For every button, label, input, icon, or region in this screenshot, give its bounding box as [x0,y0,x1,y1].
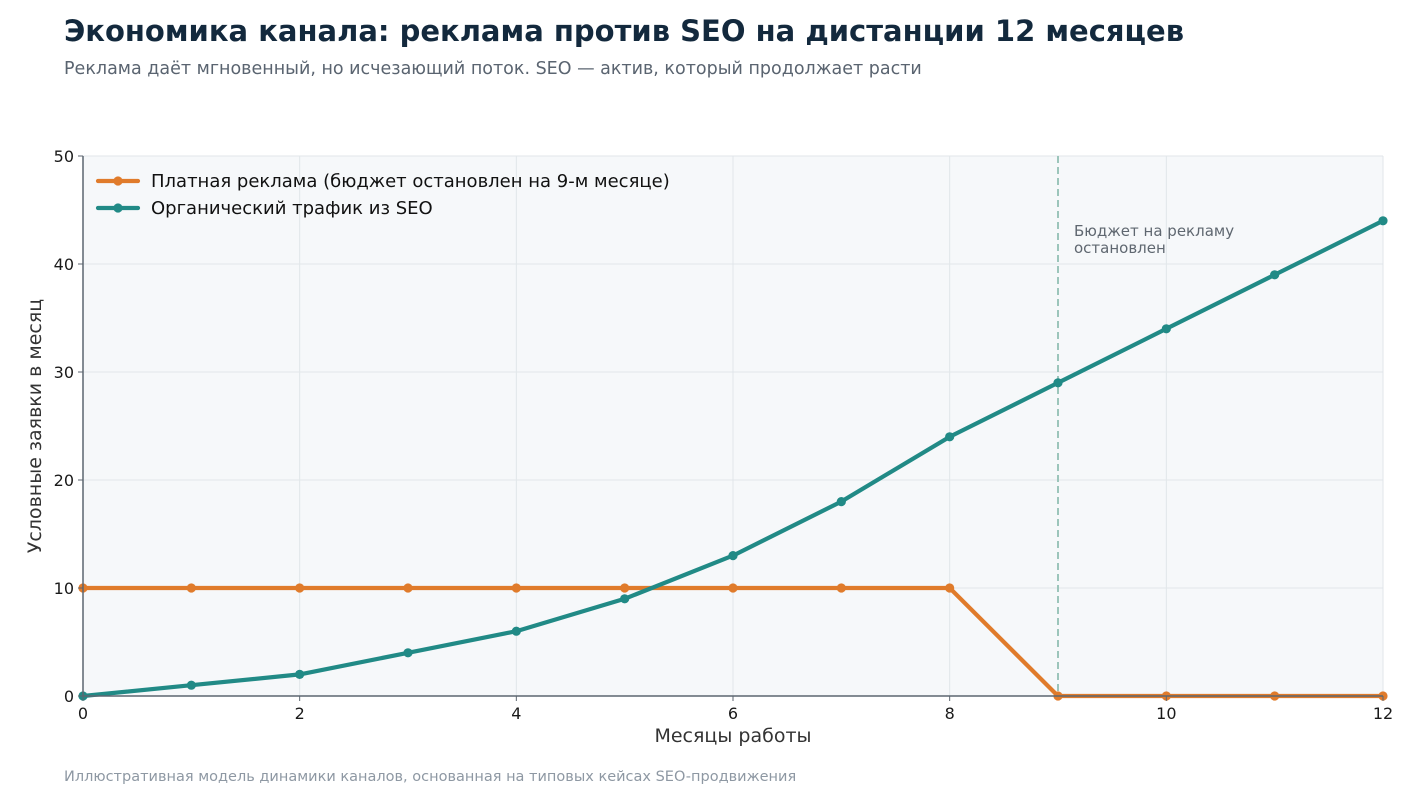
grid-lines [82,155,1384,697]
series-point-0 [945,583,955,593]
series-point-0 [403,583,413,593]
legend-swatch-marker [113,203,123,213]
series-point-0 [295,583,305,593]
series-point-1 [186,680,196,690]
y-tick-label: 0 [64,687,74,706]
x-tick-label: 2 [295,704,305,723]
x-tick-label: 6 [728,704,738,723]
source-note: Иллюстративная модель динамики каналов, … [64,769,797,785]
annotation-text: Бюджет на рекламу [1074,222,1234,240]
series-point-1 [511,626,521,636]
series-point-0 [728,583,738,593]
y-tick-label: 50 [54,147,74,166]
chart-subtitle: Реклама даёт мгновенный, но исчезающий п… [64,59,922,79]
series-point-0 [620,583,630,593]
series-point-1 [295,669,305,680]
x-tick-label: 8 [945,704,955,723]
series-layer [78,216,1388,701]
legend-label: Органический трафик из SEO [151,198,433,219]
chart-title: Экономика канала: реклама против SEO на … [64,14,1185,48]
series-point-1 [1378,216,1388,226]
y-tick-label: 20 [54,471,74,490]
y-axis-title: Условные заявки в месяц [24,299,46,554]
y-tick-label: 30 [54,363,74,382]
series-point-1 [620,594,630,604]
legend-label: Платная реклама (бюджет остановлен на 9-… [151,171,670,192]
tick-labels: 0 2 4 6 8 10 12 0 10 20 30 40 50 [54,147,1394,723]
legend-swatch-marker [113,176,123,186]
x-tick-label: 12 [1373,704,1393,723]
y-tick-label: 40 [54,255,74,274]
y-tick-label: 10 [54,579,74,598]
series-point-1 [836,497,846,507]
x-axis-title: Месяцы работы [654,725,811,747]
series-point-0 [836,583,846,593]
series-point-1 [1161,324,1171,334]
x-tick-label: 10 [1156,704,1176,723]
series-point-0 [186,583,196,593]
series-point-1 [1270,270,1280,280]
x-tick-label: 0 [78,704,88,723]
x-tick-label: 4 [511,704,521,723]
annotation-text: остановлен [1074,239,1166,257]
series-point-0 [511,583,521,593]
series-point-1 [728,551,738,561]
legend: Платная реклама (бюджет остановлен на 9-… [95,171,670,219]
series-point-1 [945,432,955,442]
series-point-1 [1053,378,1063,388]
series-point-1 [403,648,413,658]
